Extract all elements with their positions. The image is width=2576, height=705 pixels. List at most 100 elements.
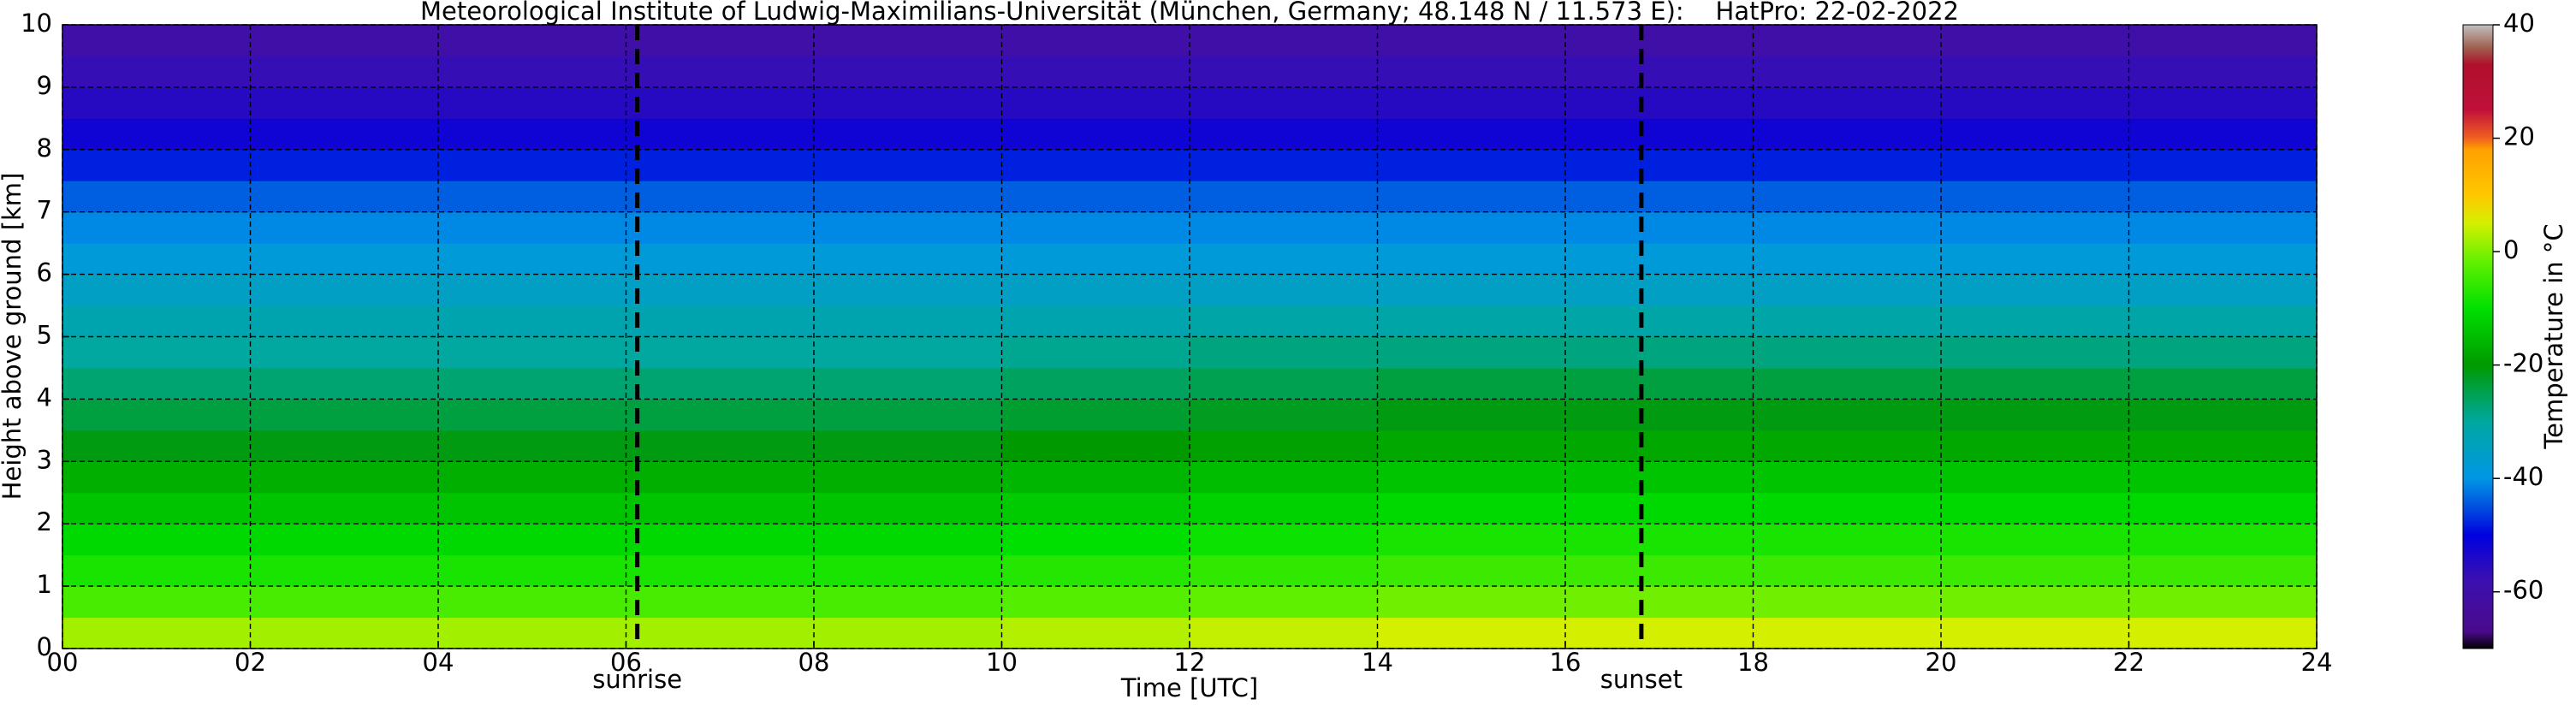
heatmap-cell xyxy=(2128,367,2318,400)
heatmap-cell xyxy=(1753,336,1942,369)
heatmap-cell xyxy=(626,399,815,431)
heatmap-cell xyxy=(1001,274,1190,306)
x-tick-label: 22 xyxy=(2113,648,2145,677)
heatmap-cell xyxy=(814,430,1002,462)
heatmap-cell xyxy=(1753,243,1942,275)
heatmap-cell xyxy=(1941,86,2129,119)
x-axis-label: Time [UTC] xyxy=(1120,673,1258,702)
heatmap-cell xyxy=(62,430,251,462)
heatmap-cell xyxy=(2128,492,2318,524)
heatmap-cell xyxy=(626,56,815,88)
heatmap-cell xyxy=(814,492,1002,524)
heatmap-cell xyxy=(1190,492,1378,524)
heatmap-cell xyxy=(814,86,1002,119)
heatmap-cell xyxy=(1001,243,1190,275)
heatmap-cell xyxy=(250,149,439,181)
heatmap-cell xyxy=(1377,492,1566,524)
heatmap-cell xyxy=(438,399,626,431)
heatmap-cell xyxy=(814,211,1002,244)
heatmap-cell xyxy=(438,25,626,56)
x-tick-label: 14 xyxy=(1362,648,1393,677)
x-tick-label: 00 xyxy=(47,648,79,677)
heatmap-cell xyxy=(1565,554,1754,587)
heatmap-cell xyxy=(626,524,815,556)
heatmap-cell xyxy=(626,336,815,369)
heatmap-cell xyxy=(1377,86,1566,119)
heatmap-cell xyxy=(2128,524,2318,556)
heatmap-cell xyxy=(1565,399,1754,431)
heatmap-cell xyxy=(1377,430,1566,462)
heatmap-cell xyxy=(250,461,439,494)
heatmap-cell xyxy=(250,56,439,88)
heatmap-cell xyxy=(1190,430,1378,462)
heatmap-cell xyxy=(250,243,439,275)
heatmap-cell xyxy=(62,399,251,431)
heatmap-cell xyxy=(814,461,1002,494)
heatmap-cell xyxy=(1753,367,1942,400)
heatmap-cell xyxy=(814,399,1002,431)
x-tick-label: 16 xyxy=(1550,648,1582,677)
heatmap-cell xyxy=(62,56,251,88)
heatmap-cell xyxy=(1941,554,2129,587)
heatmap-cell xyxy=(1190,86,1378,119)
heatmap-cell xyxy=(438,524,626,556)
heatmap-cell xyxy=(814,586,1002,619)
heatmap-cell xyxy=(1377,181,1566,213)
heatmap-cell xyxy=(2128,305,2318,337)
heatmap-cell xyxy=(1001,336,1190,369)
y-tick-label: 5 xyxy=(37,321,52,350)
heatmap-cell xyxy=(1190,56,1378,88)
heatmap-cell xyxy=(1001,181,1190,213)
heatmap-cell xyxy=(1941,211,2129,244)
y-axis-label: Height above ground [km] xyxy=(0,173,27,501)
heatmap-cell xyxy=(1001,430,1190,462)
heatmap-cell xyxy=(1565,149,1754,181)
heatmap-cell xyxy=(1190,399,1378,431)
heatmap-cell xyxy=(1753,118,1942,151)
heatmap-cell xyxy=(62,492,251,524)
heatmap-cell xyxy=(62,554,251,587)
heatmap-cell xyxy=(626,586,815,619)
heatmap-cell xyxy=(250,399,439,431)
y-tick-label: 10 xyxy=(21,9,52,38)
heatmap-cell xyxy=(1001,461,1190,494)
heatmap-cell xyxy=(438,149,626,181)
heatmap-cell xyxy=(1001,554,1190,587)
heatmap-cell xyxy=(438,586,626,619)
heatmap-cell xyxy=(250,336,439,369)
heatmap-cell xyxy=(1753,181,1942,213)
colorbar-tick-label: 40 xyxy=(2503,9,2535,38)
heatmap-cell xyxy=(62,524,251,556)
heatmap-cell xyxy=(250,181,439,213)
heatmap-cell xyxy=(250,554,439,587)
heatmap-cell xyxy=(2128,118,2318,151)
heatmap-cell xyxy=(438,430,626,462)
x-tick-label: 24 xyxy=(2301,648,2333,677)
heatmap-cell xyxy=(1377,336,1566,369)
heatmap-cell xyxy=(250,86,439,119)
heatmap-cell xyxy=(1753,86,1942,119)
heatmap-cell xyxy=(438,554,626,587)
heatmap-cell xyxy=(1001,399,1190,431)
heatmap-cell xyxy=(814,554,1002,587)
heatmap-cell xyxy=(2128,617,2318,649)
heatmap-cell xyxy=(1377,586,1566,619)
heatmap-cell xyxy=(1190,461,1378,494)
heatmap-cell xyxy=(1001,492,1190,524)
heatmap-cell xyxy=(1377,274,1566,306)
heatmap-cell xyxy=(1565,181,1754,213)
heatmap-cell xyxy=(2128,461,2318,494)
heatmap-cell xyxy=(626,617,815,649)
heatmap-cell xyxy=(1941,367,2129,400)
heatmap-cell xyxy=(1565,524,1754,556)
heatmap-cell xyxy=(1941,399,2129,431)
y-tick-label: 6 xyxy=(37,258,52,287)
heatmap-cell xyxy=(1753,586,1942,619)
heatmap-cell xyxy=(1753,524,1942,556)
heatmap-cell xyxy=(626,492,815,524)
heatmap-cell xyxy=(1001,56,1190,88)
heatmap-cell xyxy=(1190,181,1378,213)
heatmap-cell xyxy=(438,243,626,275)
heatmap-cell xyxy=(250,211,439,244)
heatmap-cell xyxy=(2128,430,2318,462)
